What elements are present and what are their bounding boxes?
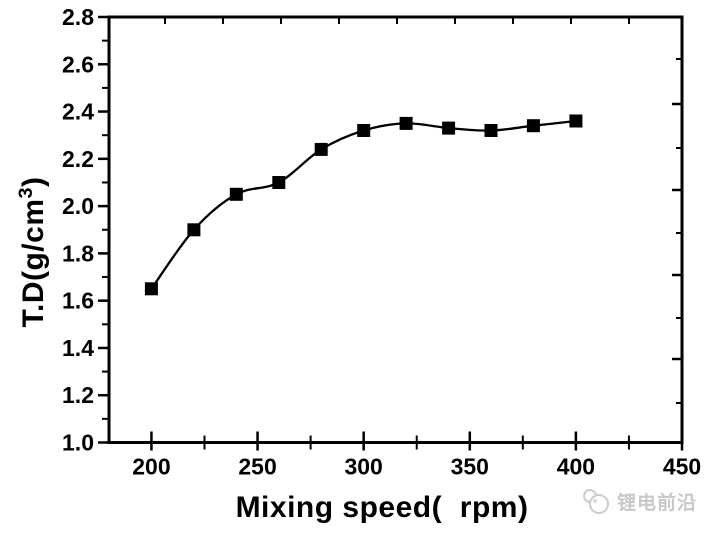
- y-axis-title-close: ): [17, 176, 50, 187]
- series-line: [150, 119, 577, 290]
- svg-text:1.4: 1.4: [62, 335, 94, 361]
- x-axis-title: Mixing speed( rpm): [235, 491, 529, 524]
- svg-text:2.2: 2.2: [62, 146, 94, 172]
- svg-text:2.0: 2.0: [62, 193, 94, 219]
- y-axis-title-text: T.D(g/cm: [17, 198, 50, 328]
- watermark-text: 锂电前沿: [617, 492, 698, 514]
- svg-text:2.8: 2.8: [62, 4, 94, 30]
- svg-text:300: 300: [344, 454, 382, 480]
- top-axis: [164, 17, 630, 24]
- svg-text:350: 350: [451, 454, 489, 480]
- svg-text:1.8: 1.8: [62, 240, 94, 266]
- watermark-logo-icon: [583, 489, 609, 514]
- y-axis-title: T.D(g/cm3): [15, 176, 51, 327]
- y-axis: 1.0 1.2 1.4 1.6 1.8 2.0 2.2 2.4 2.6 2.8: [62, 4, 109, 456]
- svg-text:200: 200: [132, 454, 170, 480]
- svg-text:400: 400: [557, 454, 595, 480]
- right-axis: [672, 58, 682, 404]
- superscript-3: 3: [15, 186, 37, 199]
- svg-text:250: 250: [238, 454, 276, 480]
- series-markers: [144, 114, 583, 296]
- watermark: 锂电前沿: [579, 487, 697, 515]
- svg-text:1.6: 1.6: [62, 288, 94, 314]
- x-axis: 200 250 300 350 400 450: [132, 431, 701, 480]
- svg-text:1.0: 1.0: [62, 430, 94, 456]
- svg-text:450: 450: [663, 454, 701, 480]
- svg-text:2.4: 2.4: [62, 99, 94, 125]
- svg-text:1.2: 1.2: [62, 382, 94, 408]
- svg-text:2.6: 2.6: [62, 51, 94, 77]
